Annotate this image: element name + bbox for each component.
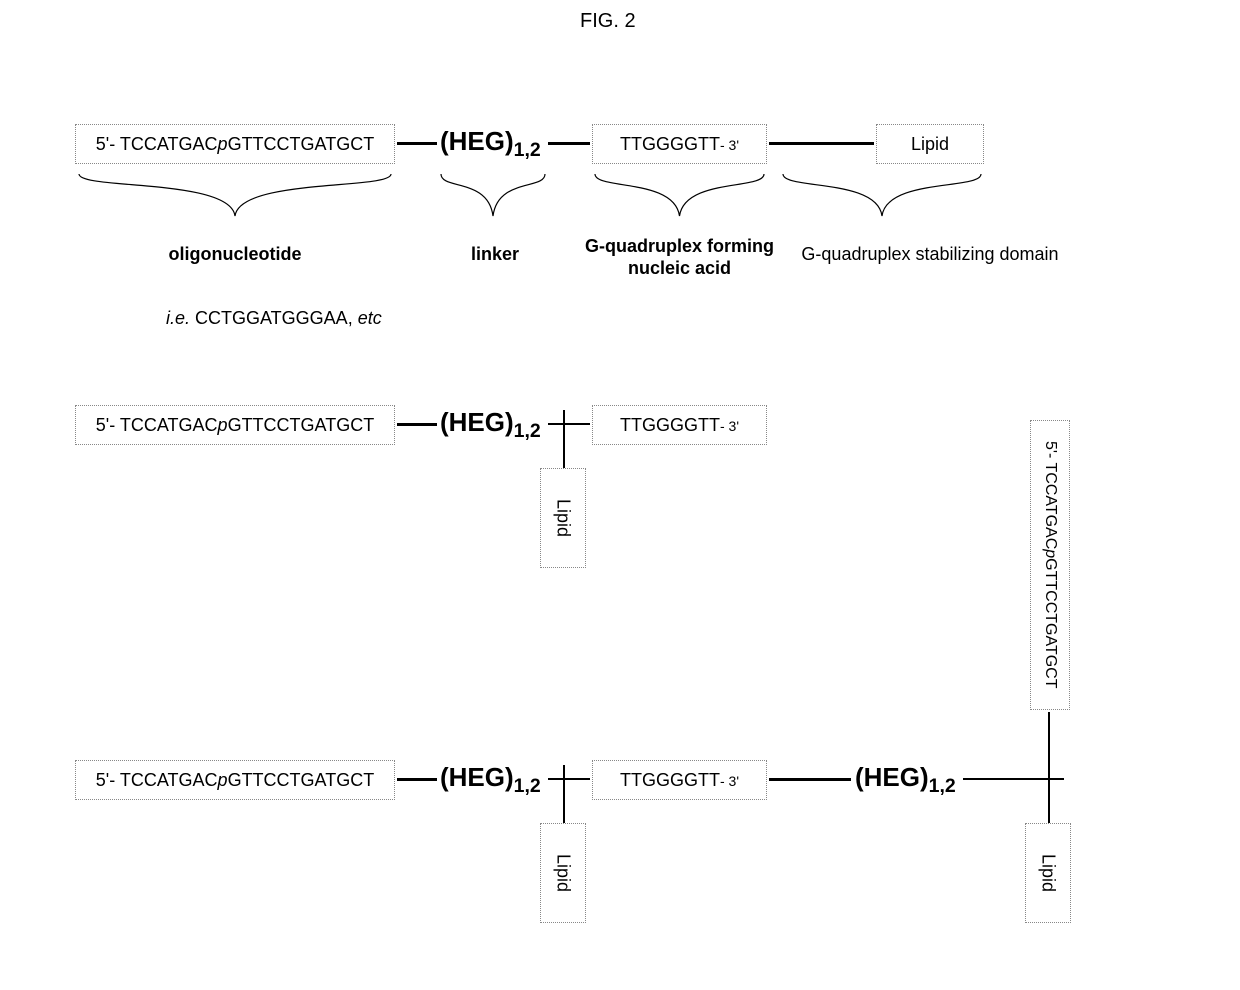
row1-heg: (HEG)1,2: [440, 126, 541, 162]
row3-lipid1-text: Lipid: [553, 854, 574, 892]
connector-line: [548, 778, 563, 780]
row3-lipid1-box: Lipid: [540, 823, 586, 923]
connector-line: [769, 778, 851, 781]
row3-heg1: (HEG)1,2: [440, 762, 541, 798]
row2-lipid-text: Lipid: [553, 499, 574, 537]
row3-oligo2-box: 5'- TCCATGACpGTTCCTGATGCT: [1030, 420, 1070, 710]
brace-linker: [438, 172, 548, 220]
label-example: i.e. CCTGGATGGGAA, etc: [166, 308, 446, 329]
row1-lipid-text: Lipid: [911, 134, 949, 155]
connector-line: [1048, 712, 1050, 823]
figure-label: FIG. 2: [580, 10, 636, 33]
row3-lipid2-text: Lipid: [1038, 854, 1059, 892]
row1-lipid-box: Lipid: [876, 124, 984, 164]
row3-gquad-box: TTGGGGTT- 3': [592, 760, 767, 800]
row1-oligo-box: 5'- TCCATGACpGTTCCTGATGCT: [75, 124, 395, 164]
row2-lipid-box: Lipid: [540, 468, 586, 568]
connector-line: [548, 142, 590, 145]
row2-heg: (HEG)1,2: [440, 407, 541, 443]
connector-line: [397, 142, 437, 145]
row3-oligo2-text: 5'- TCCATGACpGTTCCTGATGCT: [1041, 441, 1059, 689]
row1-gquad-box: TTGGGGTT- 3': [592, 124, 767, 164]
row2-oligo-box: 5'- TCCATGACpGTTCCTGATGCT: [75, 405, 395, 445]
row3-oligo-box: 5'- TCCATGACpGTTCCTGATGCT: [75, 760, 395, 800]
row2-oligo-text: 5'- TCCATGACpGTTCCTGATGCT: [96, 415, 374, 436]
row3-heg2: (HEG)1,2: [855, 762, 956, 798]
connector-line: [563, 410, 565, 468]
label-stabilizing: G-quadruplex stabilizing domain: [780, 244, 1080, 265]
brace-oligo: [75, 172, 395, 220]
connector-line: [769, 142, 874, 145]
connector-line: [963, 778, 1048, 780]
row2-gquad-box: TTGGGGTT- 3': [592, 405, 767, 445]
connector-line: [565, 778, 590, 780]
connector-line: [397, 423, 437, 426]
connector-line: [1050, 778, 1064, 780]
label-oligo: oligonucleotide: [150, 244, 320, 265]
connector-line: [397, 778, 437, 781]
connector-line: [565, 423, 590, 425]
brace-gquad: [592, 172, 767, 220]
row3-gquad-text: TTGGGGTT- 3': [620, 770, 739, 791]
row1-oligo-text: 5'- TCCATGACpGTTCCTGATGCT: [96, 134, 374, 155]
label-linker: linker: [460, 244, 530, 265]
row1-gquad-text: TTGGGGTT- 3': [620, 134, 739, 155]
row3-lipid2-box: Lipid: [1025, 823, 1071, 923]
label-gquad: G-quadruplex formingnucleic acid: [572, 236, 787, 279]
row2-gquad-text: TTGGGGTT- 3': [620, 415, 739, 436]
brace-stab: [780, 172, 984, 220]
row3-oligo-text: 5'- TCCATGACpGTTCCTGATGCT: [96, 770, 374, 791]
connector-line: [563, 765, 565, 823]
connector-line: [548, 423, 563, 425]
